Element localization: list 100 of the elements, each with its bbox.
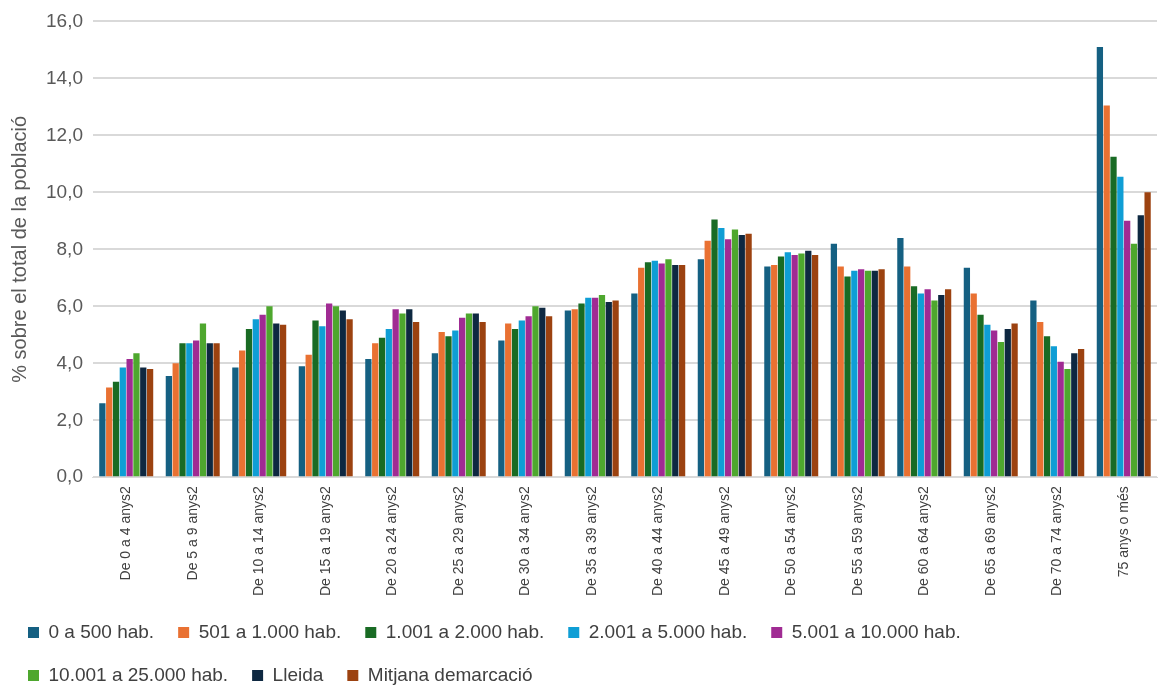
bar (140, 367, 147, 477)
bar (1004, 329, 1011, 477)
bar (1057, 361, 1064, 477)
y-tick-label: 12,0 (46, 123, 83, 145)
bar (878, 269, 885, 477)
bar (871, 270, 878, 477)
bar (784, 252, 791, 477)
bar (897, 237, 904, 477)
bar (206, 343, 213, 477)
bar (805, 250, 812, 477)
bar (1071, 353, 1078, 477)
bar (532, 306, 539, 477)
bar (1103, 105, 1110, 477)
x-tick-label: De 50 a 54 anys2 (782, 486, 799, 597)
bar (438, 331, 445, 477)
bar (406, 309, 413, 477)
bar (738, 235, 745, 477)
y-axis-title: % sobre el total de la població (7, 115, 30, 383)
x-tick-label: De 30 a 34 anys2 (516, 486, 533, 597)
bar (346, 319, 353, 477)
bar (252, 319, 259, 477)
bar (452, 330, 459, 477)
bar (511, 329, 519, 477)
x-tick-label: De 20 a 24 anys2 (383, 486, 400, 597)
bar (658, 263, 665, 477)
y-tick-label: 6,0 (56, 294, 83, 316)
bar (585, 297, 592, 477)
bar (1124, 220, 1131, 477)
bar (312, 320, 319, 477)
bar (326, 303, 333, 477)
bar (697, 259, 705, 477)
bar (1050, 346, 1057, 477)
bar (213, 343, 220, 477)
bar (963, 267, 971, 477)
bar (844, 276, 851, 477)
bar (332, 306, 340, 477)
bar (1137, 215, 1144, 477)
bar (431, 353, 439, 477)
x-tick-label: De 15 a 19 anys2 (316, 486, 333, 597)
x-tick-label: De 0 a 4 anys2 (117, 486, 134, 581)
bar (133, 353, 140, 477)
bar (232, 367, 239, 477)
bar (764, 266, 771, 477)
bar (319, 326, 326, 477)
bar (837, 266, 844, 477)
bar (1117, 176, 1124, 477)
bar (465, 313, 473, 477)
x-tick-label: 75 anys o més (1114, 486, 1131, 578)
x-tick-label: De 40 a 44 anys2 (649, 486, 666, 597)
bar (830, 243, 838, 477)
bar (578, 303, 585, 477)
bar (399, 313, 406, 477)
y-tick-label: 4,0 (56, 351, 83, 373)
x-tick-label: De 60 a 64 anys2 (915, 486, 932, 597)
bar (665, 259, 672, 477)
y-tick-label: 0,0 (56, 465, 83, 487)
bar (298, 366, 306, 477)
bar (392, 309, 399, 477)
bar (245, 329, 253, 477)
bar (798, 253, 805, 477)
bar (564, 310, 572, 477)
bar (711, 219, 718, 477)
bar (339, 310, 346, 477)
bar (984, 324, 991, 477)
y-tick-label: 16,0 (46, 9, 83, 31)
bar (678, 265, 686, 477)
bar (172, 363, 179, 477)
bar (917, 293, 924, 477)
legend-label: 1.001 a 2.000 hab. (385, 620, 545, 642)
x-tick-label: De 65 a 69 anys2 (981, 486, 998, 597)
bar (864, 270, 872, 477)
bar (199, 323, 207, 477)
bar (644, 262, 652, 477)
bar (479, 321, 486, 477)
bar (938, 294, 945, 477)
x-tick-label: De 5 a 9 anys2 (183, 486, 200, 581)
bar (99, 403, 106, 477)
bar (525, 316, 532, 477)
legend-label: 5.001 a 10.000 hab. (791, 620, 961, 642)
bar (731, 229, 739, 477)
bar (545, 316, 553, 477)
x-tick-label: De 35 a 39 anys2 (582, 486, 599, 597)
bar (239, 350, 246, 477)
bar (412, 321, 420, 477)
bar (598, 294, 606, 477)
legend-label: 10.001 a 25.000 hab. (48, 663, 229, 685)
bar (273, 323, 280, 477)
bar (791, 255, 798, 477)
bar (518, 320, 525, 477)
legend-label: Lleida (272, 663, 324, 685)
bar (910, 286, 918, 477)
bar (266, 306, 273, 477)
bar (179, 343, 186, 477)
legend-label: Mitjana demarcació (367, 663, 533, 685)
bar (498, 340, 505, 477)
bar (365, 359, 372, 477)
bar (186, 343, 193, 477)
bar (1011, 323, 1018, 477)
bar (592, 297, 599, 477)
bar (605, 302, 612, 477)
